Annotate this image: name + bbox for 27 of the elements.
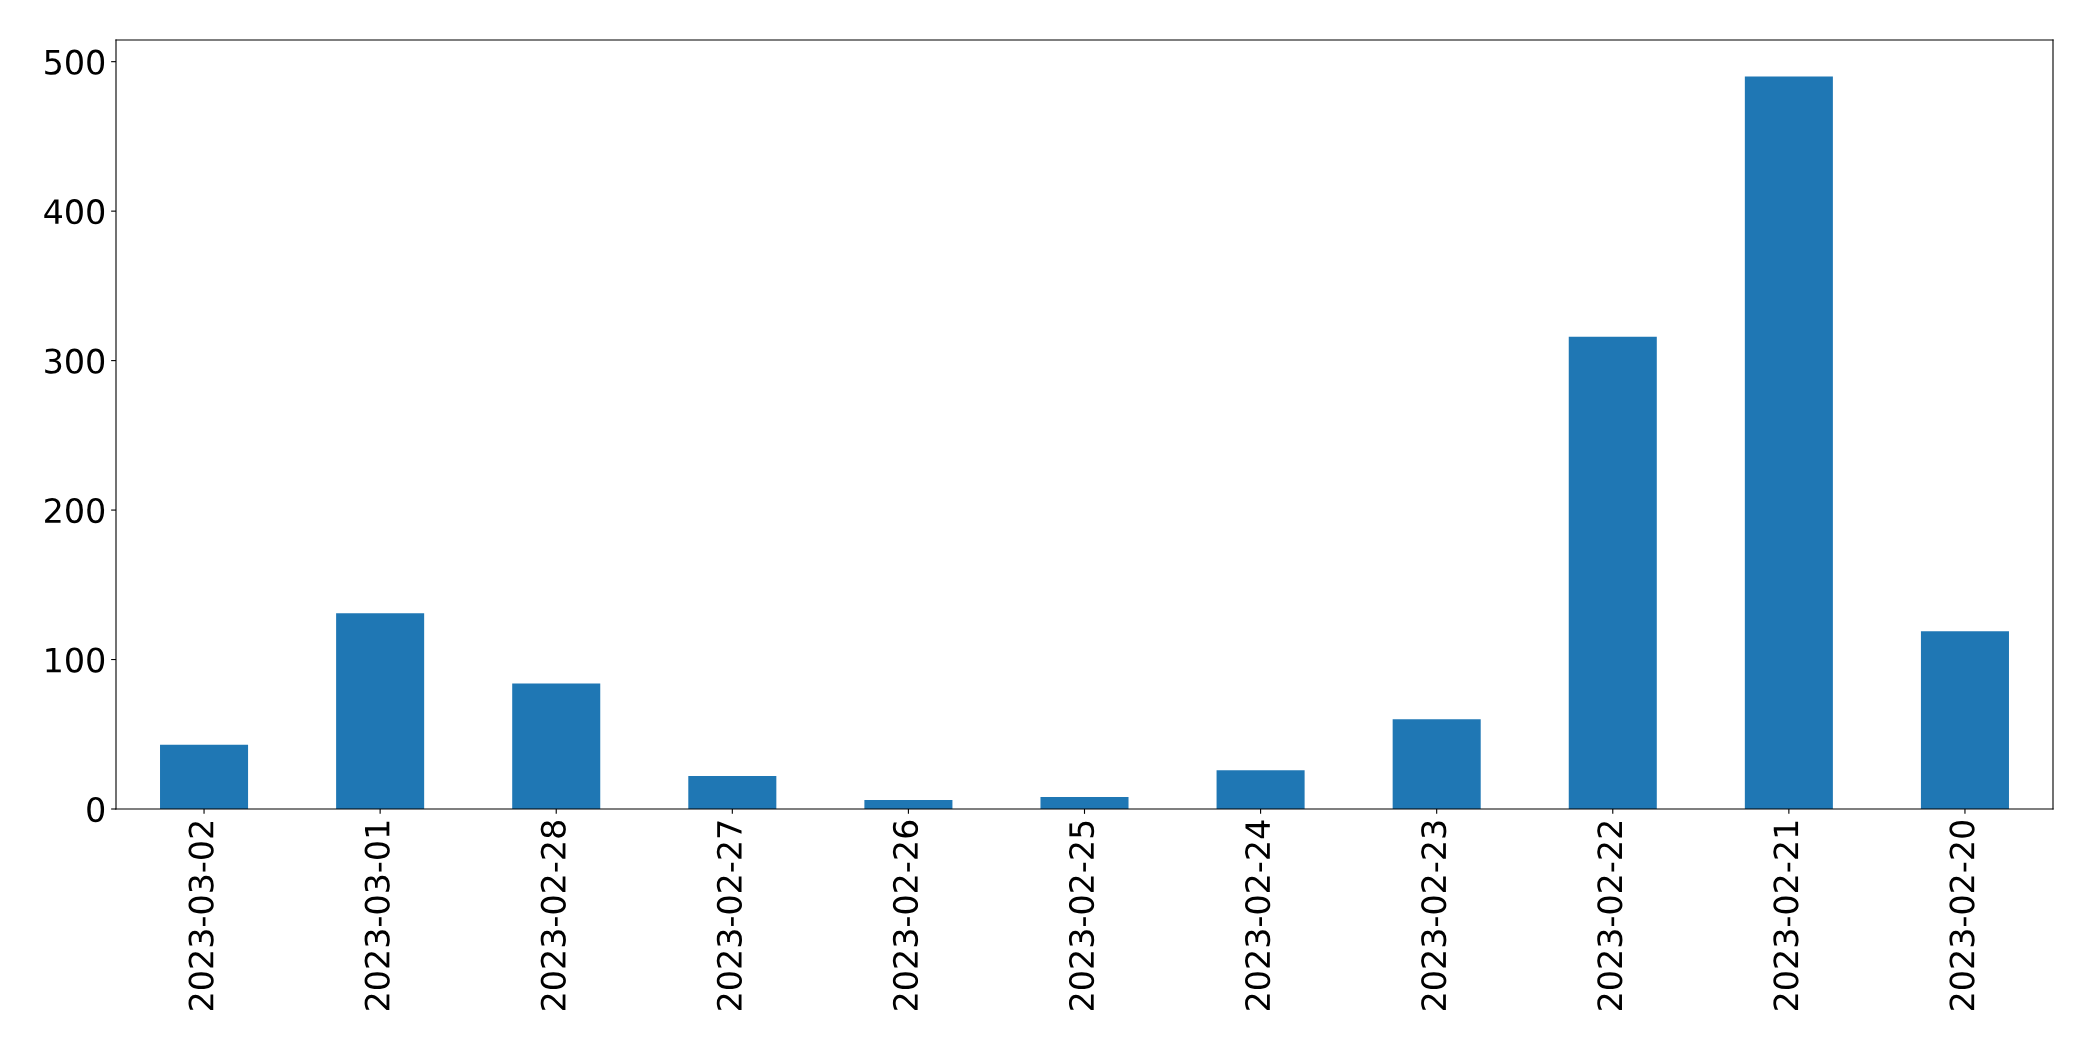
x-tick-label: 2023-03-02 — [188, 822, 214, 1010]
x-tick-label: 2023-02-27 — [716, 821, 742, 1010]
bar — [1392, 719, 1481, 809]
x-tick-label: 2023-02-24 — [1245, 820, 1271, 1010]
x-tick-label: 2023-02-21 — [1773, 821, 1799, 1010]
bar — [688, 776, 777, 809]
y-tick-label: 200 — [45, 497, 105, 524]
x-tick-label: 2023-02-25 — [1068, 821, 1095, 1010]
x-tick-label: 2023-02-22 — [1597, 822, 1623, 1010]
bar — [1568, 336, 1657, 809]
y-tick-label: 0 — [87, 796, 105, 823]
bar — [512, 683, 601, 809]
y-tick-label: 300 — [45, 348, 105, 374]
bar — [1216, 770, 1305, 809]
x-tick-label: 2023-02-23 — [1421, 821, 1447, 1010]
y-tick-label: 100 — [46, 647, 105, 673]
x-tick-label: 2023-02-26 — [892, 820, 919, 1010]
bar — [336, 613, 425, 809]
y-tick-label: 400 — [44, 199, 105, 225]
bar — [1744, 76, 1833, 809]
bar — [160, 744, 249, 809]
y-tick-label: 500 — [45, 49, 105, 75]
x-tick-label: 2023-03-01 — [364, 821, 390, 1010]
bar — [1040, 797, 1129, 809]
x-tick-label: 2023-02-20 — [1949, 820, 1975, 1010]
x-tick-label: 2023-02-28 — [540, 821, 566, 1010]
bar — [1920, 631, 2009, 809]
